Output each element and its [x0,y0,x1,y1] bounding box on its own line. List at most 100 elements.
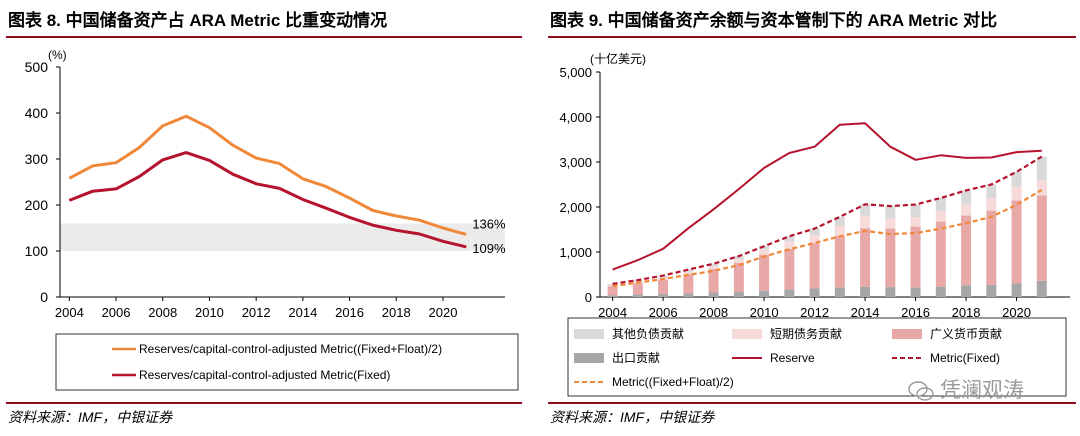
legend-swatch-3 [892,329,922,339]
bar-segment-3 [733,259,744,263]
bar-segment-3 [759,249,770,255]
x-tick-label: 2012 [242,305,271,320]
x-tick-label: 2016 [335,305,364,320]
bar-segment-2 [834,235,845,288]
y-tick-label: 0 [585,290,592,305]
bar-segment-2 [885,228,896,288]
y-tick-label: 0 [40,289,48,305]
bar-segment-4 [733,256,744,260]
left-title-rule [6,36,522,38]
y-tick-label: 5,000 [559,65,592,80]
bar-segment-1 [658,294,669,297]
bar-segment-2 [910,226,921,288]
y-axis-unit: (%) [48,48,67,62]
legend-label-3: 广义货币贡献 [930,326,1002,341]
x-tick-label: 2008 [699,305,728,320]
legend-box [567,317,1067,397]
series-line-2 [68,151,467,249]
bar-segment-4 [607,283,618,285]
bar-segment-3 [935,211,946,222]
bar-segment-1 [759,290,770,297]
watermark-text: 凭澜观涛 [940,379,1024,402]
bar-segment-2 [683,274,694,294]
x-tick-label: 2016 [901,305,930,320]
legend-swatch-2 [732,329,762,339]
legend-swatch-4 [574,353,604,363]
x-tick-label: 2008 [148,305,177,320]
x-tick-label: 2018 [952,305,981,320]
bar-segment-2 [986,210,997,285]
bar-segment-2 [809,243,820,289]
x-tick-label: 2018 [382,305,411,320]
bar-segment-4 [885,206,896,219]
x-tick-label: 2010 [195,305,224,320]
bar-segment-1 [961,285,972,297]
x-tick-label: 2006 [649,305,678,320]
y-tick-label: 3,000 [559,155,592,170]
bar-segment-2 [784,248,795,290]
bar-segment-1 [910,287,921,297]
bar-segment-2 [935,221,946,287]
bar-segment-1 [1036,280,1047,297]
bar-segment-1 [1011,283,1022,297]
x-tick-label: 2014 [851,305,880,320]
bar-segment-2 [733,262,744,293]
end-label-fixed: 109% [472,241,506,256]
right-source-rule [548,402,1076,404]
left-chart-panel: 图表 8. 中国储备资产占 ARA Metric 比重变动情况 0 100 200 3… [0,0,530,436]
bar-segment-3 [708,266,719,270]
legend-label-7: Metric((Fixed+Float)/2) [612,375,734,389]
bar-segment-3 [860,215,871,229]
legend-swatch-1 [574,329,604,339]
left-source-rule [6,402,522,404]
line-series-2 [612,155,1043,285]
bar-segment-1 [632,294,643,297]
x-tick-label: 2006 [102,305,131,320]
bar-segment-4 [834,216,845,226]
legend-label-5: Reserve [770,351,815,365]
bar-segment-4 [809,228,820,236]
x-tick-label: 2004 [55,305,84,320]
x-tick-label: 2010 [750,305,779,320]
y-tick-label: 200 [25,197,49,213]
wechat-icon [908,381,934,402]
bar-segment-3 [784,241,795,249]
bar-segment-4 [1011,171,1022,187]
series-line-1 [68,114,467,236]
bar-segment-4 [961,190,972,204]
y-tick-label: 400 [25,105,49,121]
left-chart-title: 图表 8. 中国储备资产占 ARA Metric 比重变动情况 [8,11,388,30]
x-tick-label: 2012 [800,305,829,320]
bar-segment-2 [759,254,770,291]
bar-segment-3 [809,235,820,244]
legend-label-1: Reserves/capital-control-adjusted Metric… [139,342,442,356]
bar-segment-4 [860,204,871,216]
y-tick-label: 100 [25,243,49,259]
bar-segment-2 [1036,195,1047,281]
y-axis-unit: (十亿美元) [590,51,646,66]
bar-segment-1 [733,292,744,297]
x-tick-label: 2004 [598,305,627,320]
right-source-note: 资料来源：IMF，中银证券 [550,409,715,425]
bar-segment-1 [607,295,618,297]
bar-segment-4 [935,198,946,212]
bar-segment-1 [809,288,820,297]
legend-label-2: 短期债务贡献 [770,326,842,341]
bar-segment-4 [759,246,770,250]
y-tick-label: 1,000 [559,245,592,260]
x-tick-label: 2020 [1002,305,1031,320]
bar-segment-3 [961,203,972,216]
line-series-1 [612,122,1042,271]
bar-segment-1 [784,289,795,297]
left-chart: 0 100 200 300 400 500(%) 2004 2006 2008 2010 2012 2… [25,48,519,391]
x-tick-label: 2020 [429,305,458,320]
right-title-rule [548,36,1076,38]
legend-label-4: 出口贡献 [612,350,660,365]
bar-segment-3 [1011,186,1022,201]
right-chart-panel: 图表 9. 中国储备资产余额与资本管制下的 ARA Metric 对比 0 1,0… [542,0,1080,436]
x-tick-label: 2014 [288,305,317,320]
line-series-3 [612,188,1043,288]
bar-segment-2 [708,269,719,293]
y-tick-label: 2,000 [559,200,592,215]
y-tick-label: 4,000 [559,110,592,125]
